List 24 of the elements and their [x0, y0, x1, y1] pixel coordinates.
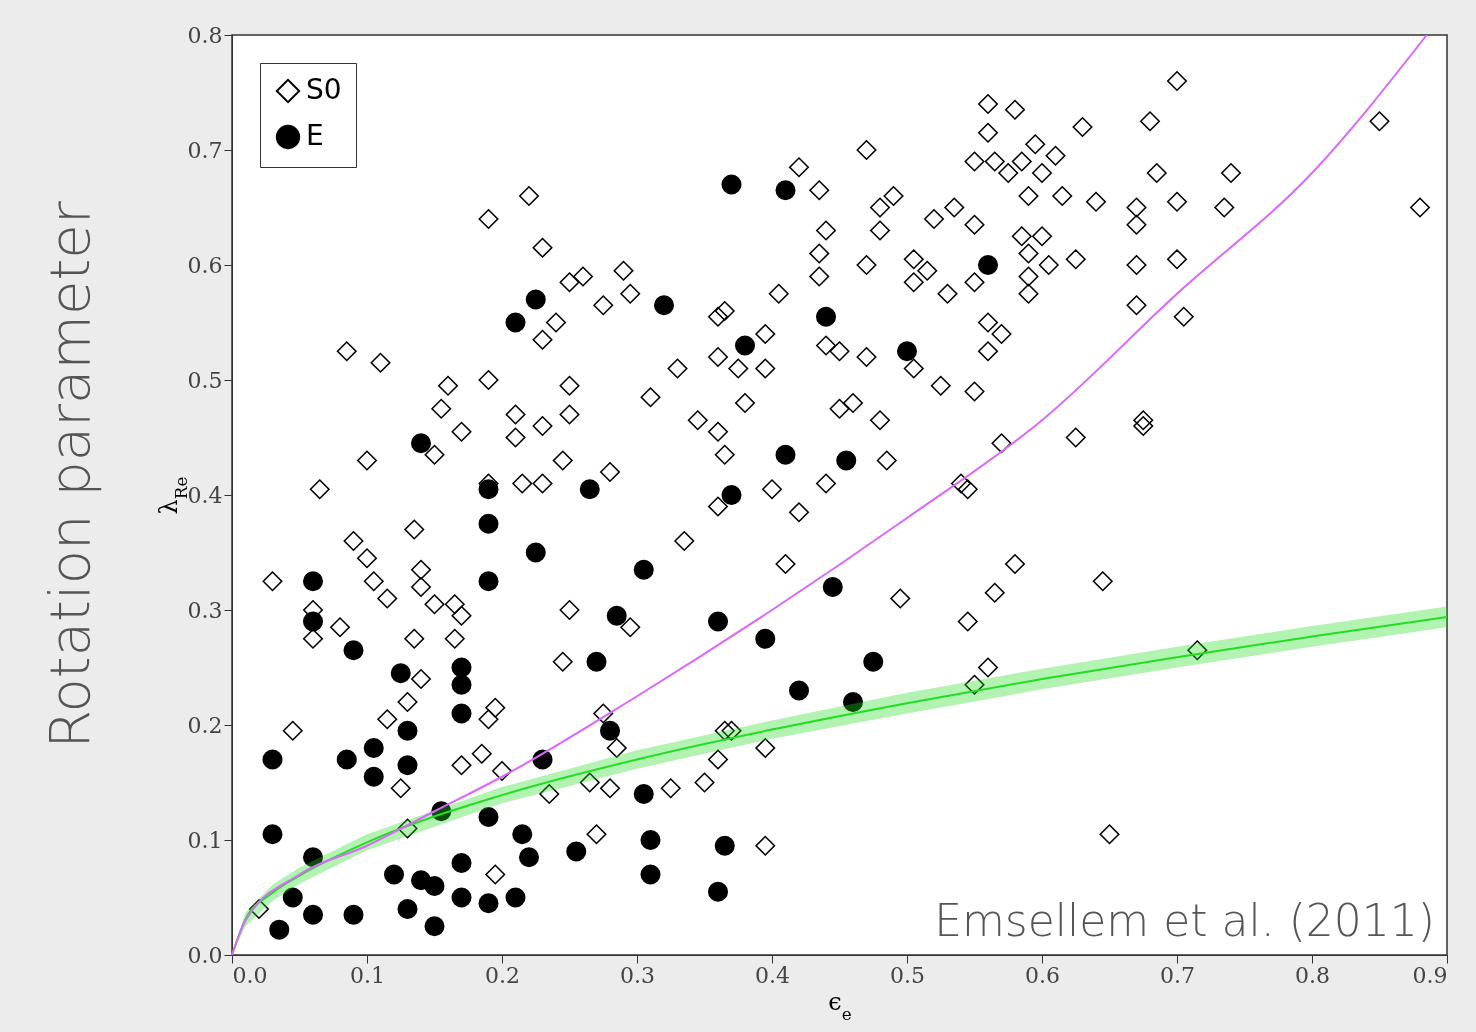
y-tick-label: 0.5	[187, 367, 223, 393]
annotation: Emsellem et al. (2011)	[934, 895, 1435, 946]
y-tick-label: 0.8	[187, 22, 223, 48]
x-tick-label: 0.1	[350, 962, 385, 988]
legend-label: E	[306, 119, 324, 152]
x-tick-label: 0.9	[1412, 962, 1448, 988]
x-tick-label: 0.6	[1025, 962, 1060, 988]
x-tick-label: 0.3	[620, 962, 655, 988]
y-tick-label: 0.7	[187, 137, 223, 163]
y-tick-label: 0.4	[187, 482, 223, 508]
x-tick-label: 0.5	[890, 962, 925, 988]
y-tick-label: 0.0	[187, 942, 223, 968]
x-tick-label: 0.8	[1295, 962, 1330, 988]
x-axis-title: ϵ$_{e}$	[828, 987, 852, 1024]
x-tick-label: 0.7	[1160, 962, 1195, 988]
y-tick-label: 0.2	[187, 712, 223, 738]
x-tick-label: 0.4	[755, 962, 790, 988]
y-tick-label: 0.3	[187, 597, 223, 623]
x-tick-label: 0.2	[485, 962, 520, 988]
x-tick-label: 0.0	[232, 962, 268, 988]
y-tick-label: 0.6	[187, 252, 223, 278]
text: Rotation parameter	[37, 201, 102, 749]
y-tick-label: 0.1	[187, 827, 223, 853]
legend-label: S0	[306, 73, 342, 106]
